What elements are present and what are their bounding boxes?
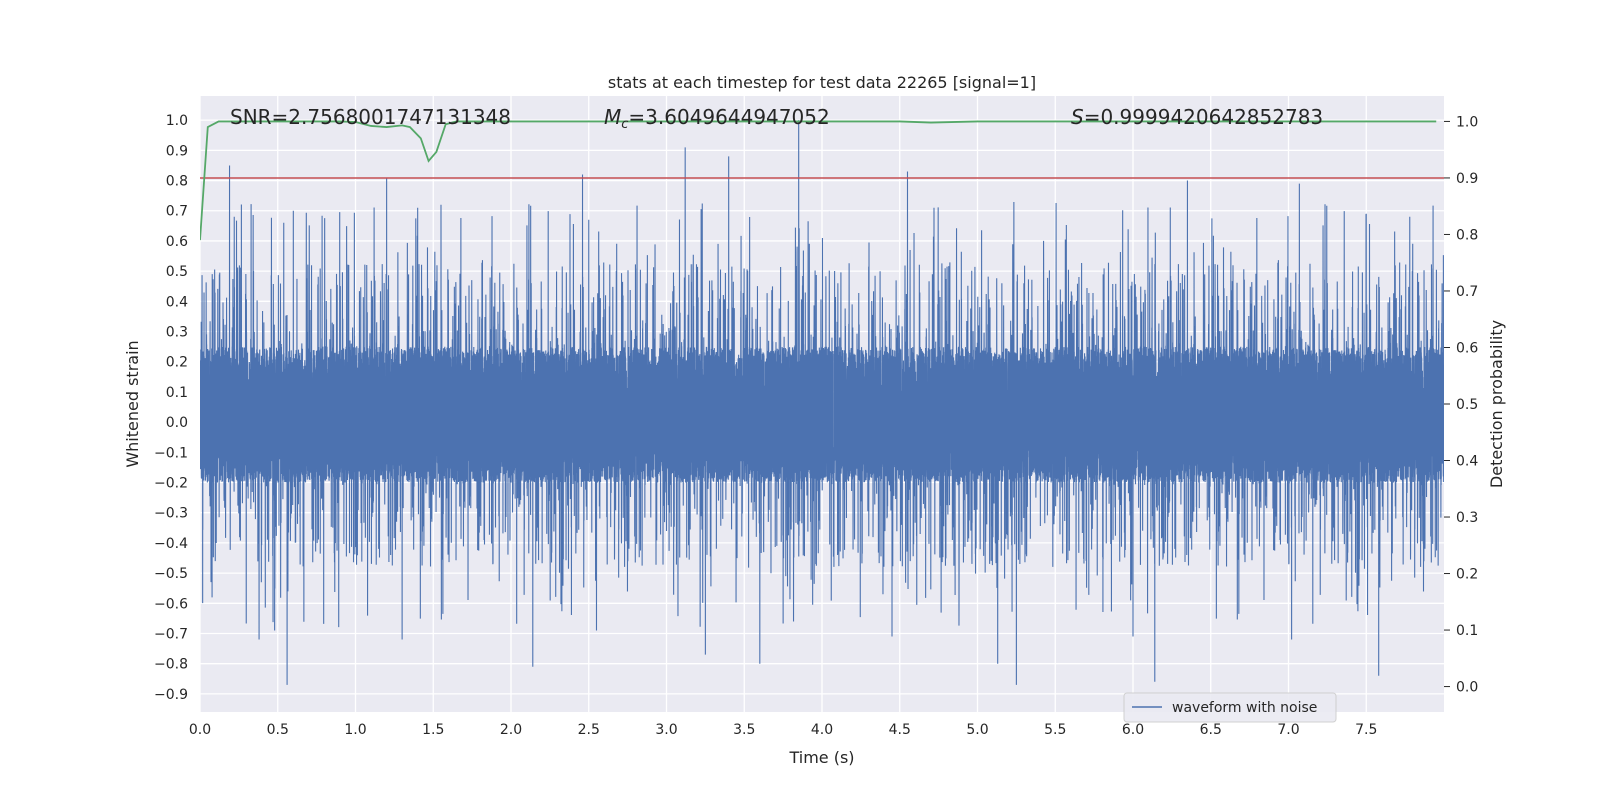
x-tick-label: 6.5: [1200, 722, 1222, 738]
y2-tick-label: 0.1: [1456, 623, 1478, 639]
x-tick-label: 4.0: [811, 722, 833, 738]
y-tick-label: −0.8: [154, 657, 188, 673]
legend: waveform with noise: [1123, 692, 1337, 723]
x-tick-label: 7.5: [1355, 722, 1377, 738]
y-tick-label: −0.7: [154, 626, 188, 642]
y-tick-label: −0.1: [154, 445, 188, 461]
y2-tick-label: 1.0: [1456, 114, 1478, 130]
x-tick-label: 3.5: [733, 722, 755, 738]
x-tick-label: 1.0: [344, 722, 366, 738]
x-tick-label: 2.0: [500, 722, 522, 738]
y2-tick-label: 0.5: [1456, 397, 1478, 413]
y-tick-label: 1.0: [166, 113, 188, 129]
y-tick-label: 0.1: [166, 385, 188, 401]
x-tick-label: 2.5: [578, 722, 600, 738]
x-tick-label: 5.5: [1044, 722, 1066, 738]
waveform-line: [200, 120, 1444, 685]
y2-tick-label: 0.3: [1456, 510, 1478, 526]
y-tick-label: 0.5: [166, 264, 188, 280]
y2-tick-label: 0.7: [1456, 284, 1478, 300]
y2-axis-label: Detection probability: [1487, 320, 1506, 488]
x-tick-label: 4.5: [889, 722, 911, 738]
chirp-mass-annotation: Mc=3.6049644947052: [604, 105, 830, 132]
y-tick-label: 0.3: [166, 325, 188, 341]
x-tick-label: 1.5: [422, 722, 444, 738]
legend-label: waveform with noise: [1172, 700, 1317, 716]
probability-layer: [200, 120, 1444, 241]
x-axis-ticks: 0.0 0.5 1.0 1.5 2.0 2.5 3.0 3.5 4.0 4.5 5.0 5.5 6.0 6…: [189, 722, 1378, 738]
y-tick-label: 0.9: [166, 143, 188, 159]
x-tick-label: 7.0: [1277, 722, 1299, 738]
chart-title: stats at each timestep for test data 222…: [608, 73, 1036, 92]
y2-tick-label: 0.6: [1456, 340, 1478, 356]
y-axis-label: Whitened strain: [123, 340, 142, 467]
x-tick-label: 6.0: [1122, 722, 1144, 738]
y-tick-label: −0.3: [154, 506, 188, 522]
x-axis-label: Time (s): [788, 748, 854, 767]
y-axis-ticks: 1.0 0.9 0.8 0.7 0.6 0.5 0.4 0.3 0.2 0.1 0.0 −0.1 −0.…: [154, 113, 188, 703]
y2-tick-label: 0.4: [1456, 454, 1478, 470]
y-tick-label: 0.2: [166, 355, 188, 371]
y-tick-label: −0.2: [154, 476, 188, 492]
x-tick-label: 0.0: [189, 722, 211, 738]
y-tick-label: −0.5: [154, 566, 188, 582]
x-tick-label: 3.0: [655, 722, 677, 738]
waveform-series: [200, 120, 1444, 685]
y-tick-label: 0.0: [166, 415, 188, 431]
y2-tick-label: 0.8: [1456, 227, 1478, 243]
probability-line: [200, 120, 1437, 241]
y-tick-label: −0.6: [154, 596, 188, 612]
y-tick-label: −0.4: [154, 536, 188, 552]
y-tick-label: 0.4: [166, 294, 188, 310]
y2-tick-label: 0.9: [1456, 171, 1478, 187]
snr-annotation: SNR=2.7568001747131348: [230, 105, 511, 129]
legend-box: [1123, 692, 1337, 723]
y2-tick-label: 0.2: [1456, 567, 1478, 583]
y2-axis-ticks: 1.0 0.9 0.8 0.7 0.6 0.5 0.4 0.3 0.2 0.1 0.0: [1444, 114, 1478, 696]
y-tick-label: 0.8: [166, 174, 188, 190]
y2-tick-label: 0.0: [1456, 680, 1478, 696]
y-tick-label: 0.7: [166, 204, 188, 220]
detection-statistic-annotation: S=0.9999420642852783: [1071, 105, 1323, 129]
y-tick-label: 0.6: [166, 234, 188, 250]
x-tick-label: 5.0: [966, 722, 988, 738]
x-tick-label: 0.5: [267, 722, 289, 738]
y-tick-label: −0.9: [154, 687, 188, 703]
